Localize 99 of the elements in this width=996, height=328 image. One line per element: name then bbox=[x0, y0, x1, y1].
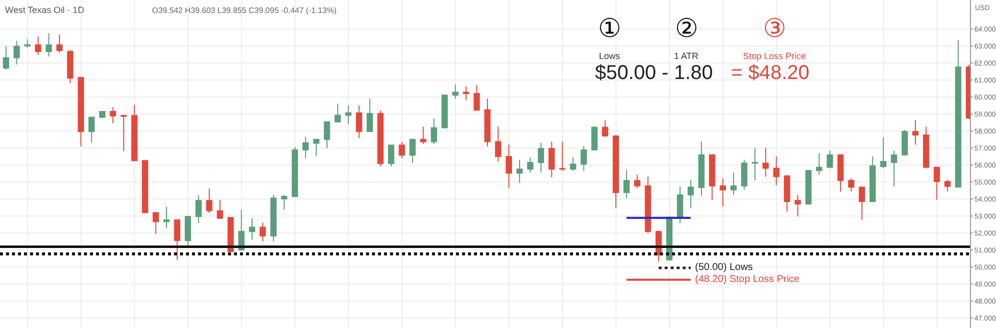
annotation: $50.00 - 1.80 bbox=[595, 62, 713, 84]
candlestick bbox=[260, 222, 266, 242]
candlestick bbox=[377, 110, 384, 168]
candlestick bbox=[334, 103, 341, 122]
candlestick bbox=[752, 147, 758, 181]
candlestick bbox=[356, 104, 362, 139]
candlestick bbox=[430, 118, 438, 144]
candlestick bbox=[388, 144, 394, 168]
candlestick bbox=[720, 178, 726, 207]
candlestick bbox=[612, 134, 619, 209]
candlestick bbox=[837, 154, 844, 192]
series-label: (50.00) Lows bbox=[695, 262, 753, 273]
candlestick bbox=[216, 200, 224, 219]
candlestick bbox=[409, 138, 416, 164]
candlestick bbox=[2, 46, 10, 70]
candlestick bbox=[634, 174, 640, 189]
candlestick bbox=[452, 84, 458, 100]
annotation: ① bbox=[598, 13, 621, 43]
candlestick bbox=[99, 110, 106, 119]
candlestick bbox=[302, 136, 309, 159]
candlestick bbox=[934, 166, 940, 200]
candlestick bbox=[548, 141, 555, 178]
candlestick bbox=[46, 32, 52, 58]
candlestick bbox=[324, 121, 330, 149]
candlestick bbox=[163, 206, 170, 229]
candlestick bbox=[484, 98, 491, 147]
candlestick bbox=[228, 217, 234, 252]
candlestick bbox=[184, 216, 191, 247]
candlestick bbox=[698, 141, 705, 196]
candlestick bbox=[858, 186, 866, 220]
candlestick bbox=[580, 146, 587, 172]
candlestick bbox=[174, 219, 180, 261]
candlestick bbox=[442, 94, 448, 128]
candlestick bbox=[826, 150, 833, 169]
candlestick bbox=[56, 34, 63, 54]
candlestick bbox=[816, 152, 822, 176]
candlestick bbox=[474, 84, 480, 111]
candlestick bbox=[24, 38, 31, 48]
annotation: ③ bbox=[763, 13, 786, 43]
candlestick bbox=[120, 114, 127, 152]
candlestick bbox=[870, 156, 876, 202]
candlestick bbox=[944, 179, 951, 192]
candlestick bbox=[676, 186, 684, 224]
candlestick bbox=[516, 159, 523, 184]
candlestick bbox=[110, 106, 116, 124]
candlestick bbox=[644, 176, 652, 234]
candlestick bbox=[270, 194, 277, 242]
candlestick bbox=[890, 150, 898, 187]
candlestick bbox=[88, 116, 95, 144]
candlestick bbox=[206, 188, 212, 214]
candlestick bbox=[462, 86, 470, 101]
candlestick bbox=[506, 144, 512, 189]
candlestick bbox=[912, 119, 919, 146]
candlestick bbox=[366, 98, 373, 132]
candlestick bbox=[709, 154, 716, 200]
annotation: = $48.20 bbox=[731, 62, 810, 84]
candlestick bbox=[527, 157, 534, 173]
candlestick bbox=[34, 36, 42, 56]
annotation: ② bbox=[675, 13, 698, 43]
candlestick bbox=[794, 194, 801, 218]
candlestick bbox=[345, 104, 352, 125]
candlestick bbox=[602, 119, 608, 137]
candlestick bbox=[880, 136, 886, 169]
candlestick bbox=[784, 175, 790, 212]
text: O39.542 H39.603 L39.855 C39.095 -0.447 (-1.13%) bbox=[152, 6, 337, 15]
candlestick bbox=[559, 141, 566, 172]
candlestick bbox=[805, 169, 812, 204]
candlestick bbox=[773, 156, 780, 186]
candlestick bbox=[313, 138, 320, 157]
candlestick bbox=[538, 142, 544, 173]
candlestick bbox=[142, 160, 148, 214]
candlestick bbox=[248, 218, 256, 240]
candlestick bbox=[848, 178, 854, 192]
candlestick bbox=[131, 104, 138, 162]
candlestick bbox=[292, 146, 298, 197]
candlestick bbox=[955, 39, 962, 188]
candlestick bbox=[195, 194, 202, 224]
candlestick bbox=[67, 49, 74, 84]
series-label: (48.20) Stop Loss Price bbox=[695, 274, 800, 285]
candlestick bbox=[14, 40, 20, 66]
annotation: Lows bbox=[599, 51, 621, 61]
candlestick bbox=[591, 126, 598, 150]
candlestick bbox=[762, 147, 769, 178]
candlestick bbox=[730, 172, 737, 196]
candlestick bbox=[281, 194, 288, 210]
candlestick bbox=[902, 129, 908, 156]
candlestick bbox=[741, 159, 748, 190]
candlestick bbox=[78, 77, 84, 147]
candlestick bbox=[152, 212, 159, 234]
candlestick bbox=[420, 126, 426, 144]
candlestick bbox=[398, 141, 405, 160]
candlestick bbox=[688, 179, 694, 209]
candlestick bbox=[570, 157, 576, 172]
annotation: Stop Loss Price bbox=[743, 51, 806, 61]
candlestick bbox=[923, 126, 930, 169]
annotation: 1 ATR bbox=[674, 51, 699, 61]
text: West Texas Oil · 1D bbox=[5, 5, 85, 15]
candlestick bbox=[623, 169, 630, 199]
candlestick bbox=[495, 126, 502, 162]
